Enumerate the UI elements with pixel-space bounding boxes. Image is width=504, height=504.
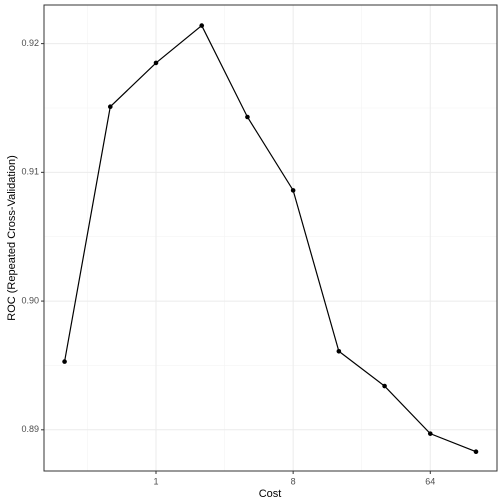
line bbox=[63, 24, 477, 453]
x-tick-label: 64 bbox=[425, 476, 435, 486]
y-tick-label: 0.92 bbox=[21, 38, 39, 48]
y-tick-label: 0.89 bbox=[21, 424, 39, 434]
point bbox=[336, 348, 342, 354]
point bbox=[290, 188, 296, 193]
y-axis-title: ROC (Repeated Cross-Validation) bbox=[6, 155, 18, 320]
point bbox=[153, 60, 159, 66]
y-tick-label: 0.91 bbox=[21, 167, 39, 177]
point bbox=[382, 383, 387, 389]
panel-border bbox=[43, 4, 498, 472]
point bbox=[427, 431, 433, 436]
point bbox=[473, 449, 479, 454]
point bbox=[245, 114, 250, 120]
point bbox=[62, 359, 67, 364]
x-axis-title: Cost bbox=[259, 488, 282, 500]
x-tick-label: 8 bbox=[291, 476, 296, 486]
point bbox=[107, 104, 113, 109]
y-tick-label: 0.90 bbox=[21, 295, 39, 305]
x-tick-label: 1 bbox=[153, 476, 158, 486]
point bbox=[199, 23, 205, 28]
